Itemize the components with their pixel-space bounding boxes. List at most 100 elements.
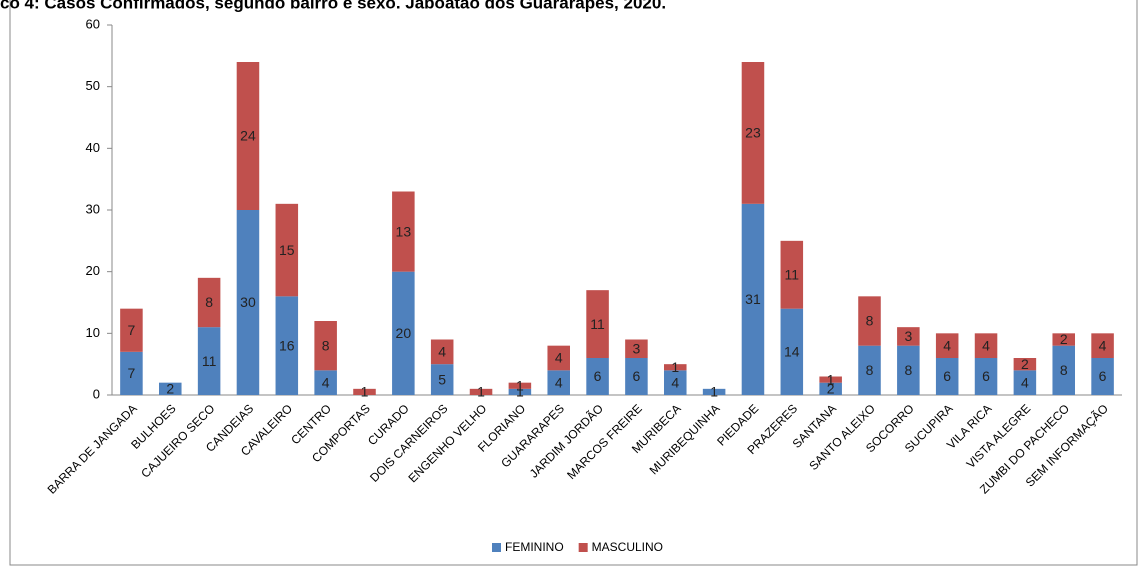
bar-segment	[547, 370, 570, 395]
data-label: 4	[438, 344, 446, 360]
data-label: 6	[982, 368, 990, 384]
data-label: 1	[710, 384, 718, 400]
data-label: 6	[594, 368, 602, 384]
bar-segment	[120, 351, 143, 395]
legend-swatch	[492, 543, 501, 552]
y-tick-label: 40	[86, 140, 100, 155]
data-label: 8	[322, 337, 330, 353]
bar-segment	[586, 358, 609, 395]
bar-segment	[275, 296, 299, 395]
data-label: 1	[671, 359, 679, 375]
bar-segment	[935, 333, 959, 358]
bar-segment	[702, 388, 726, 395]
data-label: 8	[866, 362, 874, 378]
data-label: 6	[633, 368, 641, 384]
data-label: 8	[866, 313, 874, 329]
data-label: 4	[555, 350, 563, 366]
bar-segment	[819, 376, 842, 383]
data-label: 7	[128, 365, 136, 381]
data-label: 2	[1021, 356, 1029, 372]
data-label: 5	[438, 371, 446, 387]
data-label: 24	[240, 128, 256, 144]
y-tick-label: 60	[86, 16, 100, 31]
bar-segment	[314, 321, 337, 371]
bar-segment	[858, 296, 881, 346]
legend-label: MASCULINO	[592, 540, 663, 554]
bar-segment	[780, 308, 804, 395]
bar-segment	[392, 271, 415, 395]
data-label: 4	[1021, 374, 1029, 390]
bar-segment	[430, 339, 454, 365]
y-tick-label: 50	[86, 78, 100, 93]
data-label: 16	[279, 337, 295, 353]
bar-segment	[780, 240, 804, 309]
bar-segment	[586, 290, 609, 358]
bar-segment	[935, 358, 959, 395]
bar-segment	[819, 382, 842, 395]
data-label: 4	[982, 337, 990, 353]
x-tick-label: BARRA DE JANGADA	[45, 401, 140, 496]
bar-segment	[236, 62, 260, 210]
data-label: 8	[904, 362, 912, 378]
chart-title: co 4: Casos Confirmados, segundo bairro …	[0, 0, 666, 12]
data-label: 2	[827, 381, 835, 397]
bar-segment	[974, 333, 998, 358]
data-label: 6	[1099, 368, 1107, 384]
chart-border	[9, 0, 1138, 566]
y-tick-label: 10	[86, 325, 100, 340]
data-label: 8	[205, 294, 213, 310]
data-label: 3	[633, 340, 641, 356]
bar-segment	[625, 339, 648, 358]
data-label: 13	[396, 223, 412, 239]
bar-segment	[1013, 358, 1037, 371]
bar-segment	[469, 388, 493, 395]
data-label: 2	[166, 381, 174, 397]
bar-segment	[858, 345, 881, 395]
data-label: 11	[785, 266, 800, 282]
bar-segment	[1052, 345, 1075, 395]
bar-segment	[547, 345, 570, 371]
data-label: 4	[671, 374, 679, 390]
data-label: 4	[943, 337, 951, 353]
data-label: 1	[516, 377, 524, 393]
bar-segment	[897, 345, 920, 395]
data-label: 23	[745, 125, 761, 141]
bar-segment	[974, 358, 998, 395]
data-label: 1	[516, 384, 524, 400]
data-label: 1	[477, 384, 485, 400]
bar-segment	[353, 388, 376, 395]
data-label: 2	[1060, 331, 1068, 347]
bar-segment	[314, 370, 337, 395]
data-label: 4	[322, 374, 330, 390]
bar-segment	[236, 210, 260, 395]
data-label: 7	[128, 322, 136, 338]
bar-segment	[197, 277, 221, 328]
y-tick-label: 20	[86, 263, 100, 278]
data-label: 11	[590, 316, 605, 332]
data-label: 15	[279, 242, 295, 258]
y-tick-label: 0	[93, 386, 100, 401]
bar-segment	[664, 370, 687, 395]
data-label: 11	[202, 353, 217, 369]
data-label: 6	[943, 368, 951, 384]
bar-segment	[275, 203, 299, 297]
data-label: 3	[904, 328, 912, 344]
bar-segment	[508, 382, 532, 389]
bar-segment	[1091, 333, 1114, 358]
bar-segment	[120, 308, 143, 352]
data-label: 20	[396, 325, 412, 341]
data-label: 30	[240, 294, 256, 310]
bar-segment	[741, 203, 765, 395]
bar-segment	[1013, 370, 1037, 395]
bar-segment	[392, 191, 415, 272]
bar-segment	[897, 327, 920, 346]
data-label: 1	[361, 384, 369, 400]
legend-label: FEMININO	[505, 540, 564, 554]
bar-segment	[159, 382, 182, 395]
data-label: 8	[1060, 362, 1068, 378]
legend-swatch	[578, 543, 588, 552]
bar-segment	[1091, 358, 1114, 395]
data-label: 4	[1099, 337, 1107, 353]
bar-segment	[508, 388, 532, 395]
y-tick-label: 30	[86, 201, 100, 216]
